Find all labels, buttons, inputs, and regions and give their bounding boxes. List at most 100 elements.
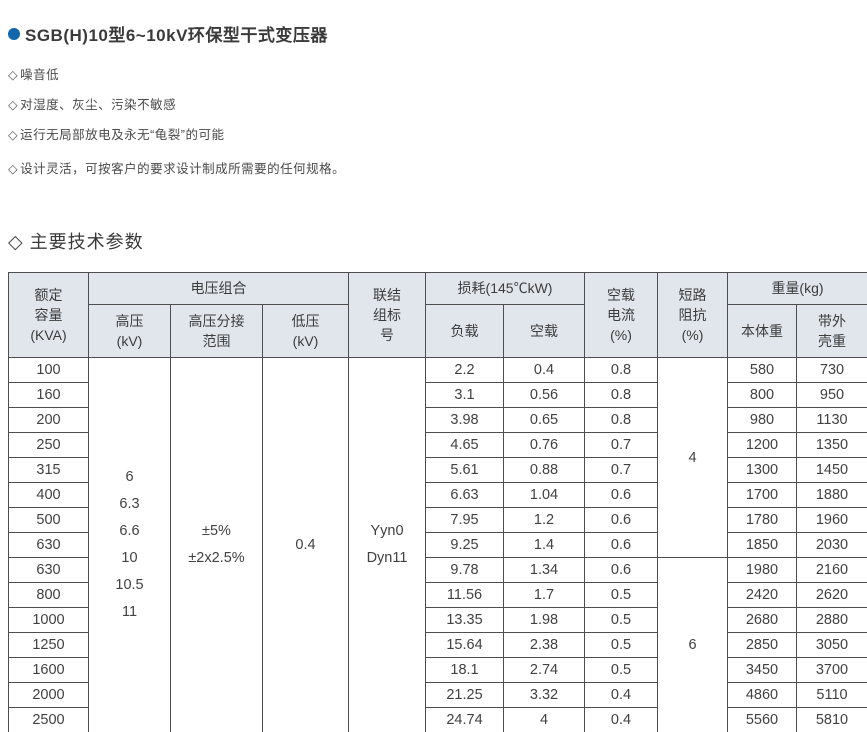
cell-no-load-current: 0.7 — [584, 457, 658, 483]
cell-body-weight: 1700 — [727, 482, 797, 508]
cell-no-load-current: 0.5 — [584, 657, 658, 683]
diamond-bullet-icon: ◇ — [8, 128, 19, 142]
col-header-body-weight: 本体重 — [727, 304, 797, 358]
cell-capacity: 250 — [8, 432, 89, 458]
cell-shell-weight: 1960 — [796, 507, 867, 533]
feature-item: ◇ 对湿度、灰尘、污染不敏感 — [8, 98, 867, 113]
col-header-vector-group: 联结 组标 号 — [348, 272, 426, 358]
cell-no-load-loss: 0.88 — [503, 457, 585, 483]
cell-capacity: 1600 — [8, 657, 89, 683]
cell-no-load-loss: 1.98 — [503, 607, 585, 633]
cell-no-load-current: 0.6 — [584, 482, 658, 508]
cell-shell-weight: 1880 — [796, 482, 867, 508]
cell-no-load-loss: 1.2 — [503, 507, 585, 533]
cell-shell-weight: 3700 — [796, 657, 867, 683]
section-title: ◇ 主要技术参数 — [8, 228, 867, 254]
page-title-text: SGB(H)10型6~10kV环保型干式变压器 — [25, 26, 328, 45]
cell-no-load-loss: 4 — [503, 707, 585, 732]
cell-shell-weight: 2620 — [796, 582, 867, 608]
cell-body-weight: 1200 — [727, 432, 797, 458]
feature-item: ◇ 运行无局部放电及永无“龟裂”的可能 — [8, 128, 867, 143]
cell-load-loss: 11.56 — [425, 582, 504, 608]
cell-no-load-loss: 0.56 — [503, 382, 585, 408]
cell-no-load-loss: 1.7 — [503, 582, 585, 608]
feature-text: 运行无局部放电及永无“龟裂”的可能 — [20, 128, 225, 142]
cell-body-weight: 800 — [727, 382, 797, 408]
table-row: 1000 13.35 1.98 0.5 2680 2880 — [8, 607, 867, 633]
page-title: SGB(H)10型6~10kV环保型干式变压器 — [8, 21, 867, 46]
cell-no-load-loss: 1.04 — [503, 482, 585, 508]
table-row: 200 3.98 0.65 0.8 980 1130 — [8, 407, 867, 433]
table-row: 100 6 6.3 6.6 10 10.5 11 ±5% ±2x2.5% 0.4 Yyn… — [8, 357, 867, 732]
cell-body-weight: 3450 — [727, 657, 797, 683]
cell-body-weight: 2850 — [727, 632, 797, 658]
cell-load-loss: 18.1 — [425, 657, 504, 683]
cell-vector-group: Yyn0 Dyn11 — [348, 357, 426, 732]
cell-tap-range: ±5% ±2x2.5% — [170, 357, 263, 732]
cell-shell-weight: 3050 — [796, 632, 867, 658]
table-row: 2000 21.25 3.32 0.4 4860 5110 — [8, 682, 867, 708]
col-header-hv: 高压 (kV) — [88, 304, 171, 358]
col-header-weight: 重量(kg) — [727, 272, 867, 305]
cell-no-load-current: 0.7 — [584, 432, 658, 458]
col-header-tap-range: 高压分接 范围 — [170, 304, 263, 358]
cell-impedance: 4 — [657, 357, 728, 558]
cell-no-load-current: 0.4 — [584, 707, 658, 732]
cell-no-load-current: 0.8 — [584, 382, 658, 408]
table-row: 315 5.61 0.88 0.7 1300 1450 — [8, 457, 867, 483]
feature-text: 设计灵活，可按客户的要求设计制成所需要的任何规格。 — [20, 162, 346, 176]
cell-no-load-loss: 2.74 — [503, 657, 585, 683]
cell-capacity: 100 — [8, 357, 89, 383]
cell-load-loss: 15.64 — [425, 632, 504, 658]
cell-no-load-loss: 2.38 — [503, 632, 585, 658]
cell-no-load-loss: 0.76 — [503, 432, 585, 458]
cell-capacity: 400 — [8, 482, 89, 508]
cell-capacity: 630 — [8, 557, 89, 583]
cell-capacity: 160 — [8, 382, 89, 408]
spec-table-head: 额定 容量 (KVA) 电压组合 联结 组标 号 损耗(145℃kW) 空载 电… — [8, 272, 867, 358]
cell-shell-weight: 2160 — [796, 557, 867, 583]
cell-no-load-loss: 3.32 — [503, 682, 585, 708]
cell-capacity: 2000 — [8, 682, 89, 708]
diamond-bullet-icon: ◇ — [8, 68, 19, 82]
table-row: 1250 15.64 2.38 0.5 2850 3050 — [8, 632, 867, 658]
cell-body-weight: 4860 — [727, 682, 797, 708]
cell-capacity: 200 — [8, 407, 89, 433]
cell-no-load-current: 0.5 — [584, 607, 658, 633]
feature-item: ◇ 设计灵活，可按客户的要求设计制成所需要的任何规格。 — [8, 162, 867, 177]
table-row: 630 9.25 1.4 0.6 1850 2030 — [8, 532, 867, 558]
cell-body-weight: 1850 — [727, 532, 797, 558]
spec-table-body: 100 6 6.3 6.6 10 10.5 11 ±5% ±2x2.5% 0.4 Yyn… — [8, 357, 867, 732]
col-header-lv: 低压 (kV) — [262, 304, 349, 358]
cell-load-loss: 9.25 — [425, 532, 504, 558]
cell-shell-weight: 1350 — [796, 432, 867, 458]
header-row-2: 高压 (kV) 高压分接 范围 低压 (kV) 负载 空载 本体重 带外 壳重 — [9, 304, 867, 358]
cell-body-weight: 1780 — [727, 507, 797, 533]
diamond-bullet-icon: ◇ — [8, 232, 24, 253]
cell-body-weight: 1980 — [727, 557, 797, 583]
cell-capacity: 500 — [8, 507, 89, 533]
col-header-loss: 损耗(145℃kW) — [425, 272, 585, 305]
cell-body-weight: 980 — [727, 407, 797, 433]
table-row: 400 6.63 1.04 0.6 1700 1880 — [8, 482, 867, 508]
table-row: 2500 24.74 4 0.4 5560 5810 — [8, 707, 867, 732]
cell-load-loss: 9.78 — [425, 557, 504, 583]
table-row: 250 4.65 0.76 0.7 1200 1350 — [8, 432, 867, 458]
product-spec-page: SGB(H)10型6~10kV环保型干式变压器 ◇ 噪音低 ◇ 对湿度、灰尘、污染不… — [0, 21, 867, 732]
cell-no-load-current: 0.5 — [584, 582, 658, 608]
cell-no-load-loss: 1.34 — [503, 557, 585, 583]
cell-capacity: 630 — [8, 532, 89, 558]
spec-table: 额定 容量 (KVA) 电压组合 联结 组标 号 损耗(145℃kW) 空载 电… — [8, 272, 867, 732]
table-row: 500 7.95 1.2 0.6 1780 1960 — [8, 507, 867, 533]
col-header-no-load-current: 空载 电流 (%) — [584, 272, 658, 358]
cell-load-loss: 7.95 — [425, 507, 504, 533]
feature-text: 噪音低 — [20, 68, 60, 82]
cell-no-load-current: 0.5 — [584, 632, 658, 658]
col-header-impedance: 短路 阻抗 (%) — [657, 272, 728, 358]
section-title-text: 主要技术参数 — [29, 232, 144, 252]
col-header-shell-weight: 带外 壳重 — [796, 304, 867, 358]
cell-capacity: 1250 — [8, 632, 89, 658]
feature-item: ◇ 噪音低 — [8, 68, 867, 83]
cell-capacity: 800 — [8, 582, 89, 608]
cell-no-load-loss: 0.65 — [503, 407, 585, 433]
